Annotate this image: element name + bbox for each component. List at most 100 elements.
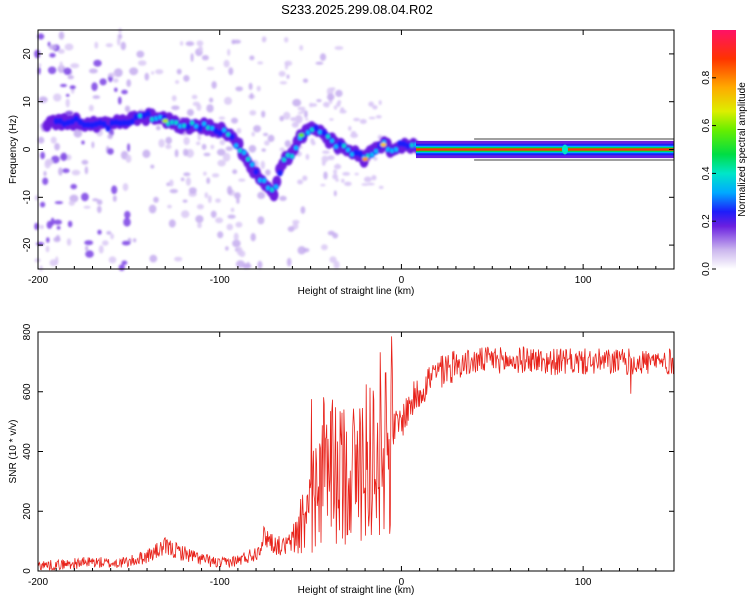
- colorbar: 0.0 0.2 0.4 0.6 0.8 Normalized spectral ampl…: [701, 30, 748, 276]
- noise-blob: [279, 195, 287, 201]
- noise-blob: [37, 33, 45, 40]
- ridge-core: [170, 120, 174, 125]
- noise-blob: [108, 256, 117, 264]
- ridge-core: [374, 149, 378, 154]
- noise-blob: [196, 103, 202, 111]
- noise-blob: [342, 172, 351, 176]
- ridge-core: [318, 130, 322, 135]
- noise-blob: [174, 149, 179, 158]
- noise-blob: [59, 61, 63, 70]
- noise-blob: [148, 204, 157, 214]
- noise-blob: [373, 156, 378, 161]
- noise-blob: [248, 145, 257, 153]
- noise-blob: [264, 140, 270, 146]
- noise-blob: [183, 148, 189, 157]
- ridge-blob: [145, 110, 151, 117]
- noise-blob: [348, 125, 352, 131]
- noise-blob: [235, 86, 243, 92]
- noise-blob: [327, 230, 335, 236]
- noise-blob: [201, 143, 207, 150]
- noise-blob: [49, 53, 56, 58]
- noise-blob: [55, 234, 61, 241]
- noise-blob: [284, 37, 289, 43]
- ridge-core: [370, 152, 374, 157]
- band-layer: [416, 148, 674, 151]
- noise-blob: [151, 71, 155, 75]
- noise-blob: [121, 240, 131, 246]
- noise-blob: [122, 183, 129, 192]
- noise-blob: [67, 220, 73, 228]
- noise-blob: [287, 226, 295, 232]
- noise-blob: [183, 172, 191, 177]
- noise-blob: [124, 210, 131, 219]
- ridge-blob: [105, 124, 111, 132]
- y-tick-label: 400: [22, 443, 33, 460]
- noise-blob: [91, 82, 98, 91]
- ridge-core: [290, 154, 294, 159]
- noise-blob: [195, 141, 201, 146]
- noise-blob: [60, 152, 68, 161]
- noise-blob: [211, 173, 220, 178]
- noise-blob: [319, 53, 327, 61]
- ridge-core: [226, 132, 230, 137]
- noise-blob: [228, 67, 234, 76]
- noise-blob: [279, 115, 285, 122]
- noise-blob: [42, 177, 49, 185]
- noise-blob: [292, 98, 302, 107]
- y-tick-label: 800: [22, 323, 33, 340]
- noise-blob: [211, 81, 217, 89]
- noise-blob: [217, 231, 224, 239]
- ridge-core: [234, 143, 238, 148]
- noise-blob: [123, 217, 131, 227]
- noise-blob: [375, 115, 382, 119]
- noise-blob: [283, 111, 291, 120]
- noise-blob: [107, 148, 114, 155]
- noise-blob: [126, 79, 132, 87]
- noise-blob: [70, 63, 80, 69]
- noise-blob: [363, 176, 372, 183]
- noise-blob: [198, 46, 203, 52]
- ridge-blob: [313, 124, 319, 132]
- noise-blob: [335, 178, 339, 182]
- noise-blob: [121, 89, 128, 95]
- noise-blob: [301, 109, 305, 113]
- noise-blob: [216, 148, 226, 156]
- noise-blob: [124, 105, 131, 113]
- colorbar-tick-label: 0.8: [701, 70, 712, 84]
- noise-blob: [310, 103, 318, 107]
- noise-blob: [297, 111, 304, 114]
- ridge-blob: [277, 169, 283, 177]
- noise-blob: [305, 153, 310, 160]
- noise-blob: [215, 198, 221, 203]
- ridge-peak: [362, 157, 369, 162]
- noise-blob: [261, 110, 266, 118]
- noise-blob: [366, 182, 375, 186]
- noise-blob: [227, 185, 233, 195]
- ridge-core: [178, 124, 182, 129]
- noise-blob: [114, 87, 118, 93]
- noise-blob: [71, 169, 81, 176]
- noise-blob: [50, 136, 57, 144]
- noise-blob: [117, 96, 122, 105]
- noise-blob: [166, 182, 170, 187]
- noise-blob: [65, 98, 70, 108]
- noise-blob: [233, 232, 239, 241]
- noise-blob: [225, 246, 229, 251]
- noise-blob: [206, 66, 215, 71]
- noise-blob: [290, 117, 298, 122]
- noise-blob: [155, 69, 164, 75]
- noise-blob: [158, 138, 165, 148]
- noise-blob: [257, 61, 264, 65]
- noise-blob: [67, 75, 74, 80]
- noise-blob: [315, 61, 324, 65]
- noise-blob: [329, 256, 337, 263]
- noise-blob: [286, 257, 292, 267]
- noise-blob: [292, 219, 300, 225]
- colorbar-tick-label: 0.0: [701, 262, 712, 276]
- noise-blob: [225, 146, 234, 152]
- ridge-core: [190, 121, 194, 125]
- noise-blob: [185, 177, 191, 186]
- noise-blob: [92, 95, 101, 99]
- noise-blob: [206, 177, 211, 184]
- noise-blob: [284, 61, 289, 70]
